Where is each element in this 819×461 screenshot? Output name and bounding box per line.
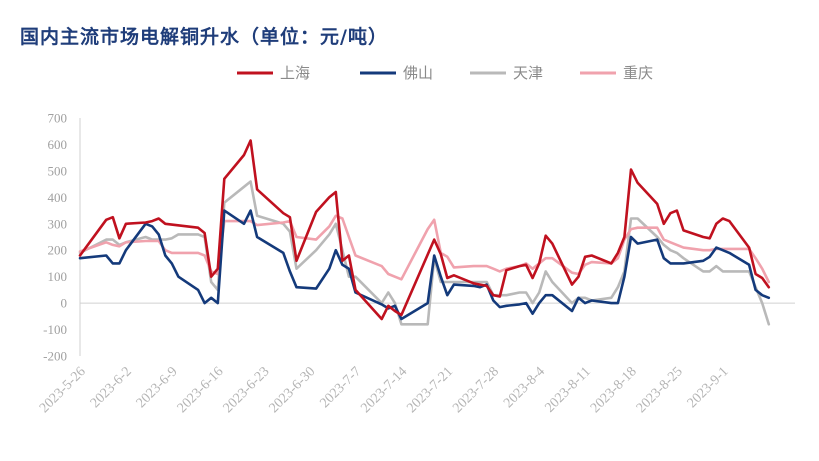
x-tick-label: 2023-6-30: [267, 364, 319, 416]
series-line-1: [78, 139, 771, 321]
y-tick-label: -200: [43, 349, 67, 364]
x-tick-label: 2023-7-7: [317, 364, 364, 411]
y-tick-label: 300: [48, 216, 68, 231]
y-tick-label: 400: [48, 190, 68, 205]
x-tick-label: 2023-8-25: [634, 364, 686, 416]
legend-label-4: 重庆: [623, 64, 653, 82]
x-tick-label: 2023-9-1: [685, 364, 732, 411]
x-tick-label: 2023-7-14: [358, 364, 410, 416]
x-tick-label: 2023-6-2: [88, 364, 135, 411]
series-line-3: [78, 180, 771, 326]
y-tick-label: 0: [61, 296, 68, 311]
y-tick-label: 200: [48, 243, 68, 258]
y-tick-label: 600: [48, 137, 68, 152]
series-line-4: [78, 214, 771, 284]
x-tick-label: 2023-8-11: [542, 364, 593, 415]
legend-label-1: 上海: [280, 64, 310, 82]
x-tick-label: 2023-8-4: [501, 364, 548, 411]
y-tick-label: 700: [48, 111, 68, 126]
series-line-2: [78, 209, 771, 321]
x-tick-label: 2023-8-18: [588, 364, 640, 416]
x-tick-label: 2023-6-16: [175, 364, 227, 416]
y-tick-label: 500: [48, 163, 68, 178]
x-tick-label: 2023-7-28: [450, 364, 502, 416]
y-tick-label: 100: [48, 269, 68, 284]
x-tick-label: 2023-6-23: [221, 364, 273, 416]
legend-label-2: 佛山: [403, 64, 433, 82]
x-tick-label: 2023-7-21: [404, 364, 456, 416]
legend-label-3: 天津: [513, 64, 543, 82]
chart-title: 国内主流市场电解铜升水（单位：元/吨）: [20, 26, 388, 48]
x-tick-label: 2023-5-26: [37, 364, 89, 416]
x-tick-label: 2023-6-9: [134, 364, 181, 411]
y-tick-label: -100: [43, 322, 67, 337]
